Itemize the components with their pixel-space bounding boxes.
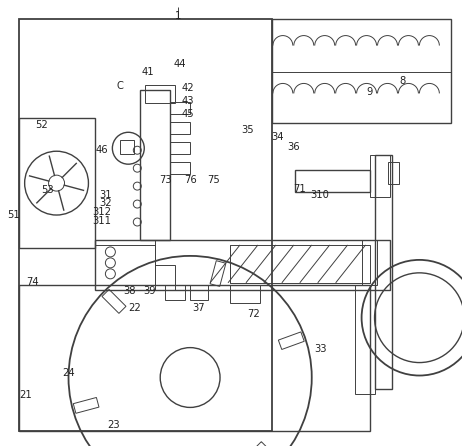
Bar (190, 285, 208, 300)
Text: 41: 41 (141, 67, 154, 77)
Text: 33: 33 (314, 344, 326, 354)
Bar (375, 155, 393, 389)
Bar (170, 142, 190, 154)
Text: 46: 46 (96, 145, 109, 155)
Bar (170, 102, 190, 114)
Text: 9: 9 (367, 87, 373, 97)
Bar (210, 261, 226, 287)
Text: 35: 35 (241, 125, 254, 135)
Bar (95, 245, 155, 285)
Text: 39: 39 (143, 286, 156, 296)
Text: 312: 312 (93, 207, 112, 217)
Bar (254, 442, 278, 447)
Bar (369, 155, 389, 197)
Bar (230, 285, 260, 303)
Bar (120, 140, 134, 154)
Text: 1: 1 (175, 11, 181, 21)
Text: 311: 311 (93, 216, 112, 226)
Bar (165, 285, 185, 300)
Text: 36: 36 (288, 142, 300, 152)
Bar (295, 170, 369, 192)
Bar (355, 285, 375, 394)
Text: 43: 43 (181, 96, 194, 106)
Bar (102, 289, 126, 313)
Text: 32: 32 (100, 198, 112, 208)
Text: 53: 53 (42, 185, 54, 195)
Text: C: C (116, 81, 123, 91)
Text: 71: 71 (294, 184, 306, 194)
Text: 74: 74 (26, 277, 38, 287)
Bar (145, 85, 175, 103)
Bar (272, 19, 451, 123)
Bar (19, 118, 95, 248)
Bar (19, 285, 369, 431)
Bar (230, 245, 369, 283)
Bar (278, 332, 304, 350)
Text: 44: 44 (174, 59, 186, 69)
Bar (73, 397, 99, 413)
Bar (170, 122, 190, 134)
Bar (155, 265, 175, 290)
Bar (19, 19, 272, 431)
Text: 8: 8 (399, 76, 406, 86)
Text: 73: 73 (160, 175, 172, 185)
Text: 34: 34 (271, 131, 284, 142)
Text: 52: 52 (35, 120, 48, 131)
Bar (362, 240, 376, 285)
Bar (140, 90, 170, 240)
Bar (388, 162, 400, 184)
Bar (95, 240, 389, 290)
Text: 45: 45 (181, 110, 194, 119)
Text: 72: 72 (247, 308, 260, 319)
Text: 310: 310 (311, 190, 330, 199)
Text: 38: 38 (123, 286, 135, 296)
Bar (170, 162, 190, 174)
Text: 22: 22 (128, 303, 141, 313)
Text: 51: 51 (7, 210, 20, 219)
Text: 24: 24 (63, 368, 75, 378)
Text: 37: 37 (192, 303, 205, 313)
Text: 76: 76 (185, 175, 197, 185)
Text: 21: 21 (20, 390, 32, 400)
Text: 31: 31 (100, 190, 112, 199)
Text: 23: 23 (107, 420, 120, 430)
Text: 75: 75 (207, 175, 220, 185)
Text: 42: 42 (181, 83, 194, 93)
